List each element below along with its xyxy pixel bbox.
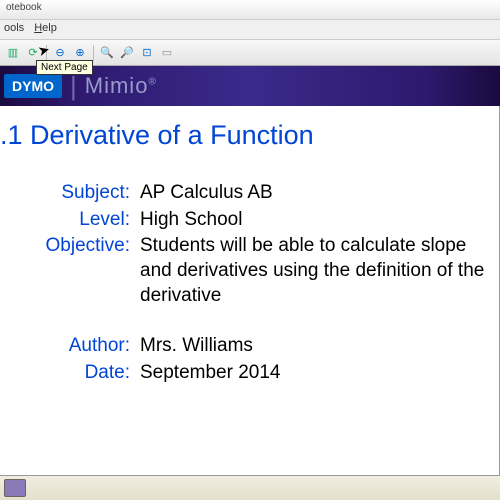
- toolbar: ▥ ⟳ ⊖ ⊕ 🔍 🔎 ⊡ ▭ ➤ Next Page: [0, 40, 500, 66]
- field-date: Date: September 2014: [0, 361, 489, 386]
- date-value: September 2014: [140, 361, 489, 386]
- brand-separator: |: [70, 71, 77, 102]
- field-objective: Objective: Students will be able to calc…: [0, 234, 489, 308]
- field-author: Author: Mrs. Williams: [0, 334, 489, 359]
- level-value: High School: [140, 208, 489, 233]
- level-label: Level:: [0, 208, 140, 233]
- separator: [93, 45, 94, 61]
- dymo-logo: DYMO: [4, 74, 62, 98]
- menu-bar: ools Help: [0, 20, 500, 40]
- subject-value: AP Calculus AB: [140, 181, 489, 206]
- prev-page-icon[interactable]: ⊖: [51, 44, 69, 62]
- zoom-in-icon[interactable]: 🔎: [118, 44, 136, 62]
- author-value: Mrs. Williams: [140, 334, 489, 359]
- spacer: [0, 310, 489, 334]
- menu-help[interactable]: Help: [34, 22, 57, 37]
- slide-title: .1 Derivative of a Function: [0, 120, 489, 151]
- field-subject: Subject: AP Calculus AB: [0, 181, 489, 206]
- zoom-out-icon[interactable]: 🔍: [98, 44, 116, 62]
- mimio-logo: Mimio®: [85, 73, 157, 99]
- title-text: otebook: [6, 2, 42, 13]
- tooltip: Next Page: [36, 60, 93, 75]
- page-icon[interactable]: ▭: [158, 44, 176, 62]
- save-icon[interactable]: ▥: [4, 44, 22, 62]
- zoom-fit-icon[interactable]: ⊡: [138, 44, 156, 62]
- field-level: Level: High School: [0, 208, 489, 233]
- objective-value: Students will be able to calculate slope…: [140, 234, 489, 308]
- taskbar-item[interactable]: [4, 479, 26, 497]
- objective-label: Objective:: [0, 234, 140, 308]
- author-label: Author:: [0, 334, 140, 359]
- taskbar: [0, 475, 500, 500]
- window-titlebar: otebook: [0, 0, 500, 20]
- menu-tools[interactable]: ools: [4, 22, 24, 37]
- subject-label: Subject:: [0, 181, 140, 206]
- date-label: Date:: [0, 361, 140, 386]
- slide-content: .1 Derivative of a Function Subject: AP …: [0, 106, 500, 475]
- next-page-icon[interactable]: ⊕: [71, 44, 89, 62]
